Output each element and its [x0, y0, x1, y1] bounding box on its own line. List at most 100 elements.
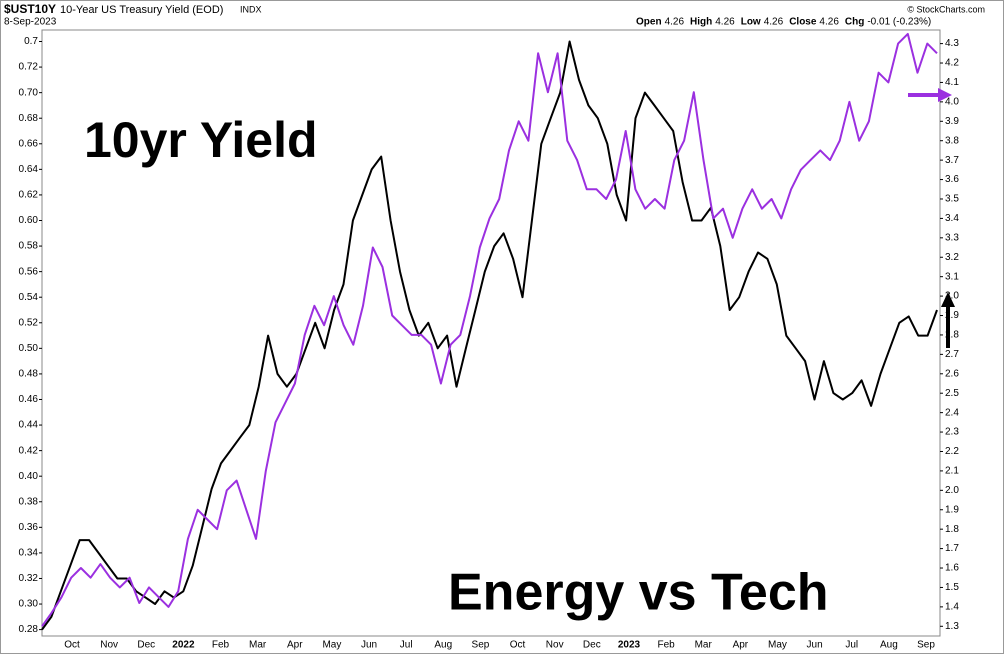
quote-label: Chg — [845, 17, 864, 28]
y2-tick-label: 2.1 — [945, 466, 959, 477]
y-tick-label: 0.54 — [19, 292, 39, 303]
date: 8-Sep-2023 — [4, 17, 57, 28]
y2-tick-label: 4.3 — [945, 38, 959, 49]
y2-tick-label: 3.8 — [945, 135, 959, 146]
y-tick-label: 0.68 — [19, 113, 39, 124]
y-tick-label: 0.34 — [19, 548, 39, 559]
y2-tick-label: 3.4 — [945, 213, 959, 224]
x-tick-label: Feb — [657, 640, 675, 651]
y-tick-label: 0.32 — [19, 573, 39, 584]
plot-area — [41, 29, 941, 637]
x-tick-label: Aug — [880, 640, 898, 651]
x-tick-label: Mar — [249, 640, 267, 651]
y-tick-label: 0.44 — [19, 420, 39, 431]
x-tick-label: Jul — [400, 640, 413, 651]
x-tick-label: Oct — [64, 640, 80, 651]
purple-arrow — [908, 88, 952, 102]
y-tick-label: 0.52 — [19, 317, 39, 328]
y2-tick-label: 1.5 — [945, 582, 959, 593]
y2-tick-label: 3.2 — [945, 252, 959, 263]
series-line — [41, 40, 938, 631]
y-tick-label: 0.40 — [19, 471, 39, 482]
y2-tick-label: 1.6 — [945, 563, 959, 574]
y-tick-label: 0.70 — [19, 87, 39, 98]
chart-title: 10-Year US Treasury Yield (EOD) — [60, 4, 223, 16]
y2-tick-label: 3.9 — [945, 116, 959, 127]
y-tick-label: 0.56 — [19, 266, 39, 277]
credit: © StockCharts.com — [907, 4, 985, 14]
y2-tick-label: 4.2 — [945, 58, 959, 69]
quote-value: 4.26 — [764, 17, 784, 28]
y2-tick-label: 4.1 — [945, 77, 959, 88]
x-tick-label: 2023 — [618, 640, 641, 651]
x-tick-label: Mar — [695, 640, 713, 651]
exchange: INDX — [240, 4, 262, 14]
quote-label: Open — [636, 17, 662, 28]
x-tick-label: Nov — [546, 640, 564, 651]
black-arrow — [941, 292, 955, 348]
y2-tick-label: 3.7 — [945, 155, 959, 166]
quote-label: Low — [741, 17, 761, 28]
y2-tick-label: 3.3 — [945, 232, 959, 243]
x-tick-label: 2022 — [172, 640, 195, 651]
x-tick-label: May — [322, 640, 341, 651]
y2-tick-label: 2.8 — [945, 330, 959, 341]
x-tick-label: Apr — [287, 640, 303, 651]
y2-tick-label: 3.6 — [945, 174, 959, 185]
x-tick-label: Oct — [510, 640, 526, 651]
y2-tick-label: 1.9 — [945, 504, 959, 515]
quote-value: 4.26 — [665, 17, 685, 28]
x-tick-label: Sep — [917, 640, 935, 651]
y2-tick-label: 3.5 — [945, 194, 959, 205]
y2-tick-label: 2.5 — [945, 388, 959, 399]
symbol: $UST10Y — [4, 2, 56, 16]
y2-tick-label: 4.0 — [945, 97, 959, 108]
quote-value: 4.26 — [819, 17, 839, 28]
y-tick-label: 0.50 — [19, 343, 39, 354]
y2-tick-label: 3.0 — [945, 291, 959, 302]
y-tick-label: 0.72 — [19, 62, 39, 73]
x-tick-label: Jul — [845, 640, 858, 651]
y2-tick-label: 2.2 — [945, 446, 959, 457]
y2-tick-label: 2.4 — [945, 407, 959, 418]
y-tick-label: 0.48 — [19, 369, 39, 380]
y2-tick-label: 2.0 — [945, 485, 959, 496]
quote-value: -0.01 (-0.23%) — [867, 17, 931, 28]
y-tick-label: 0.28 — [19, 624, 39, 635]
y-tick-label: 0.62 — [19, 190, 39, 201]
y2-tick-label: 2.7 — [945, 349, 959, 360]
x-tick-label: May — [768, 640, 787, 651]
y2-tick-label: 1.8 — [945, 524, 959, 535]
x-tick-label: Dec — [583, 640, 601, 651]
annotation: 10yr Yield — [84, 112, 318, 168]
y2-tick-label: 1.7 — [945, 543, 959, 554]
y-tick-label: 0.66 — [19, 138, 39, 149]
y-tick-label: 0.64 — [19, 164, 39, 175]
x-tick-label: Sep — [472, 640, 490, 651]
y-tick-label: 0.7 — [24, 36, 38, 47]
quote-label: Close — [789, 17, 817, 28]
y-tick-label: 0.42 — [19, 445, 39, 456]
y2-tick-label: 3.1 — [945, 271, 959, 282]
x-tick-label: Aug — [434, 640, 452, 651]
y2-tick-label: 2.9 — [945, 310, 959, 321]
x-tick-label: Jun — [361, 640, 377, 651]
y2-tick-label: 2.3 — [945, 427, 959, 438]
y-tick-label: 0.30 — [19, 599, 39, 610]
annotation: Energy vs Tech — [448, 564, 829, 622]
quote-value: 4.26 — [715, 17, 735, 28]
quote-label: High — [690, 17, 712, 28]
x-tick-label: Feb — [212, 640, 230, 651]
y-tick-label: 0.58 — [19, 241, 39, 252]
x-tick-label: Dec — [137, 640, 155, 651]
y-tick-label: 0.60 — [19, 215, 39, 226]
x-tick-label: Jun — [807, 640, 823, 651]
y2-tick-label: 1.3 — [945, 621, 959, 632]
x-tick-label: Nov — [100, 640, 118, 651]
y-tick-label: 0.46 — [19, 394, 39, 405]
y2-tick-label: 2.6 — [945, 368, 959, 379]
x-tick-label: Apr — [733, 640, 749, 651]
y-tick-label: 0.36 — [19, 522, 39, 533]
